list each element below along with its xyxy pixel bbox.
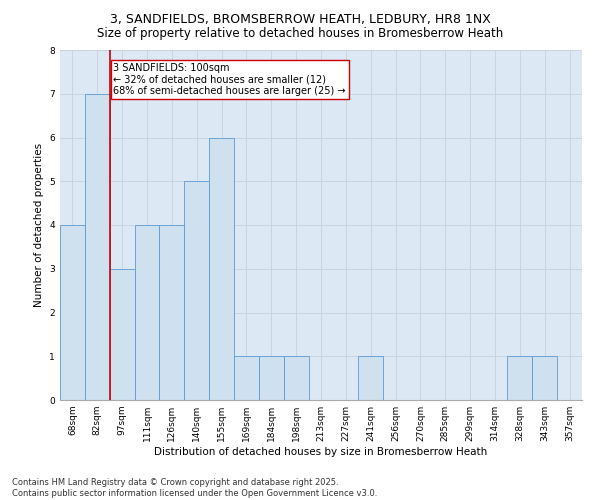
- Bar: [259, 356, 284, 400]
- Bar: [532, 356, 557, 400]
- Text: 3, SANDFIELDS, BROMSBERROW HEATH, LEDBURY, HR8 1NX: 3, SANDFIELDS, BROMSBERROW HEATH, LEDBUR…: [110, 12, 490, 26]
- Bar: [184, 181, 209, 400]
- Bar: [284, 356, 308, 400]
- Y-axis label: Number of detached properties: Number of detached properties: [34, 143, 44, 307]
- Bar: [160, 225, 184, 400]
- Bar: [209, 138, 234, 400]
- Text: Contains HM Land Registry data © Crown copyright and database right 2025.
Contai: Contains HM Land Registry data © Crown c…: [12, 478, 377, 498]
- Bar: [110, 268, 134, 400]
- Bar: [60, 225, 85, 400]
- Bar: [358, 356, 383, 400]
- Bar: [234, 356, 259, 400]
- Text: 3 SANDFIELDS: 100sqm
← 32% of detached houses are smaller (12)
68% of semi-detac: 3 SANDFIELDS: 100sqm ← 32% of detached h…: [113, 63, 346, 96]
- Bar: [508, 356, 532, 400]
- X-axis label: Distribution of detached houses by size in Bromesberrow Heath: Distribution of detached houses by size …: [154, 447, 488, 457]
- Bar: [134, 225, 160, 400]
- Text: Size of property relative to detached houses in Bromesberrow Heath: Size of property relative to detached ho…: [97, 28, 503, 40]
- Bar: [85, 94, 110, 400]
